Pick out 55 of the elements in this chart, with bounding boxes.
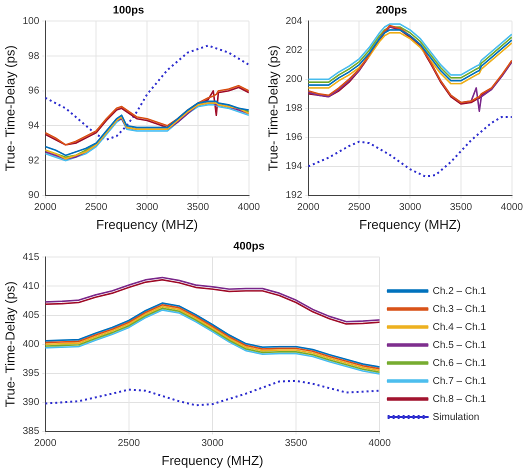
legend-label: Ch.5 – Ch.1: [432, 340, 486, 351]
y-tick-label: 390: [22, 397, 40, 408]
legend-label: Ch.2 – Ch.1: [432, 286, 486, 297]
y-tick-label: 405: [22, 310, 40, 322]
x-tick-label: 2500: [118, 438, 140, 450]
y-tick-label: 200: [286, 74, 303, 86]
y-tick-label: 194: [286, 161, 303, 172]
x-tick-label: 2000: [34, 438, 57, 450]
x-tick-label: 3000: [398, 202, 422, 214]
y-tick-label: 204: [286, 16, 303, 27]
y-axis-title: True- Time-Delay (ps): [265, 45, 280, 172]
x-tick-label: 4000: [238, 202, 260, 214]
y-tick-label: 198: [286, 103, 303, 114]
x-tick-label: 3500: [186, 202, 210, 214]
y-tick-label: 400: [22, 339, 40, 350]
y-tick-label: 415: [22, 252, 40, 263]
y-axis-title: True- Time-Delay (ps): [2, 281, 18, 408]
chart-title: 200ps: [376, 4, 408, 17]
line-series: [308, 116, 512, 178]
legend-label: Ch.8 – Ch.1: [432, 394, 486, 405]
y-tick-label: 92: [28, 155, 40, 166]
y-tick-label: 196: [286, 132, 303, 144]
y-tick-label: 385: [22, 426, 40, 438]
legend-label: Ch.3 – Ch.1: [432, 304, 486, 315]
y-tick-label: 90: [28, 190, 40, 202]
legend-label: Ch.4 – Ch.1: [432, 322, 486, 333]
legend-label: Simulation: [432, 412, 480, 423]
x-tick-label: 2500: [85, 202, 108, 214]
y-tick-label: 94: [28, 120, 40, 132]
x-tick-label: 2500: [348, 202, 371, 214]
x-tick-label: 2000: [34, 202, 57, 214]
x-tick-label: 4000: [368, 438, 392, 450]
line-series: [45, 44, 249, 141]
y-tick-label: 202: [286, 44, 303, 56]
legend-label: Ch.7 – Ch.1: [432, 376, 486, 387]
y-axis-title: True- Time-Delay (ps): [2, 45, 18, 172]
x-axis-title: Frequency (MHZ): [162, 452, 264, 468]
chart-title: 100ps: [112, 4, 144, 17]
y-tick-label: 192: [286, 190, 303, 202]
x-tick-label: 3500: [284, 438, 308, 450]
chart-title: 400ps: [233, 240, 265, 253]
y-tick-label: 100: [22, 16, 40, 27]
y-tick-label: 410: [22, 280, 40, 292]
x-tick-label: 3000: [136, 202, 159, 214]
y-tick-label: 96: [28, 86, 40, 97]
y-tick-label: 395: [22, 368, 40, 380]
y-tick-label: 98: [28, 50, 40, 62]
x-tick-label: 4000: [500, 202, 524, 214]
legend-label: Ch.6 – Ch.1: [432, 358, 486, 369]
x-axis-title: Frequency (MHZ): [96, 216, 198, 232]
x-axis-title: Frequency (MHZ): [359, 216, 462, 232]
x-tick-label: 3500: [450, 202, 473, 214]
x-tick-label: 3000: [201, 438, 224, 450]
x-tick-label: 2000: [297, 202, 320, 214]
line-series: [45, 380, 380, 406]
